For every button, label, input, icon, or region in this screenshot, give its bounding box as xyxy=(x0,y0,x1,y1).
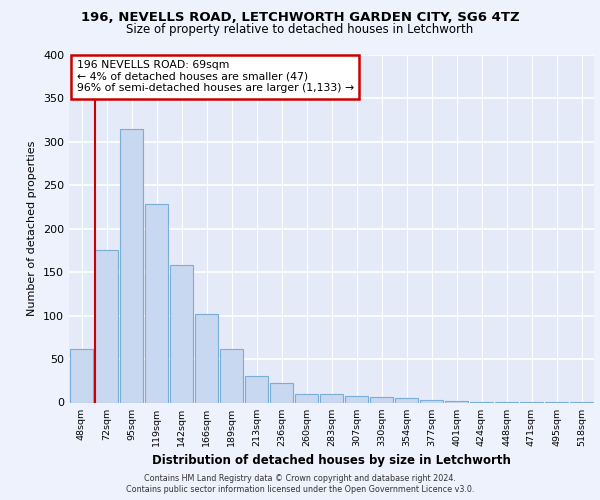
Bar xyxy=(320,394,343,402)
Bar xyxy=(95,250,118,402)
Bar xyxy=(220,348,243,403)
Bar xyxy=(70,348,93,403)
Bar xyxy=(145,204,168,402)
Bar xyxy=(120,129,143,402)
X-axis label: Distribution of detached houses by size in Letchworth: Distribution of detached houses by size … xyxy=(152,454,511,467)
Y-axis label: Number of detached properties: Number of detached properties xyxy=(28,141,37,316)
Text: Size of property relative to detached houses in Letchworth: Size of property relative to detached ho… xyxy=(127,22,473,36)
Bar xyxy=(195,314,218,402)
Bar xyxy=(370,398,393,402)
Bar xyxy=(420,400,443,402)
Bar xyxy=(445,401,468,402)
Bar xyxy=(170,265,193,402)
Bar xyxy=(270,384,293,402)
Text: 196 NEVELLS ROAD: 69sqm
← 4% of detached houses are smaller (47)
96% of semi-det: 196 NEVELLS ROAD: 69sqm ← 4% of detached… xyxy=(77,60,354,94)
Text: 196, NEVELLS ROAD, LETCHWORTH GARDEN CITY, SG6 4TZ: 196, NEVELLS ROAD, LETCHWORTH GARDEN CIT… xyxy=(80,11,520,24)
Text: Contains public sector information licensed under the Open Government Licence v3: Contains public sector information licen… xyxy=(126,485,474,494)
Bar xyxy=(345,396,368,402)
Bar xyxy=(245,376,268,402)
Text: Contains HM Land Registry data © Crown copyright and database right 2024.: Contains HM Land Registry data © Crown c… xyxy=(144,474,456,483)
Bar xyxy=(395,398,418,402)
Bar xyxy=(295,394,318,402)
